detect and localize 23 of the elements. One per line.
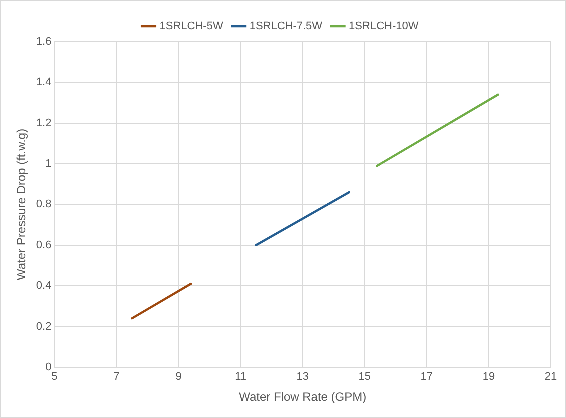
y-tick-label: 0.6 bbox=[36, 239, 52, 252]
x-tick-label: 13 bbox=[296, 371, 309, 384]
y-tick-label: 1.6 bbox=[36, 36, 52, 48]
x-tick-label: 15 bbox=[358, 371, 372, 384]
x-tick-label: 21 bbox=[544, 371, 558, 384]
legend-label: 1SRLCH-10W bbox=[349, 20, 420, 33]
x-tick-label: 11 bbox=[235, 371, 247, 384]
y-tick-label: 0.8 bbox=[36, 198, 52, 211]
y-tick-label: 1 bbox=[46, 158, 52, 170]
y-axis-title: Water Pressure Drop (ft.w.g) bbox=[14, 128, 29, 280]
y-tick-label: 0 bbox=[46, 361, 52, 374]
x-tick-label: 5 bbox=[52, 371, 58, 384]
x-tick-label: 17 bbox=[420, 371, 434, 384]
legend-label: 1SRLCH-5W bbox=[160, 20, 224, 33]
x-tick-label: 9 bbox=[176, 371, 182, 384]
y-tick-label: 0.4 bbox=[36, 280, 52, 292]
y-tick-label: 1.4 bbox=[36, 76, 52, 89]
y-tick-label: 1.2 bbox=[36, 117, 52, 130]
x-tick-label: 19 bbox=[482, 371, 496, 384]
legend-label: 1SRLCH-7.5W bbox=[250, 20, 324, 33]
x-tick-label: 7 bbox=[114, 371, 120, 384]
y-tick-label: 0.2 bbox=[36, 320, 52, 333]
x-axis-title: Water Flow Rate (GPM) bbox=[239, 390, 367, 404]
